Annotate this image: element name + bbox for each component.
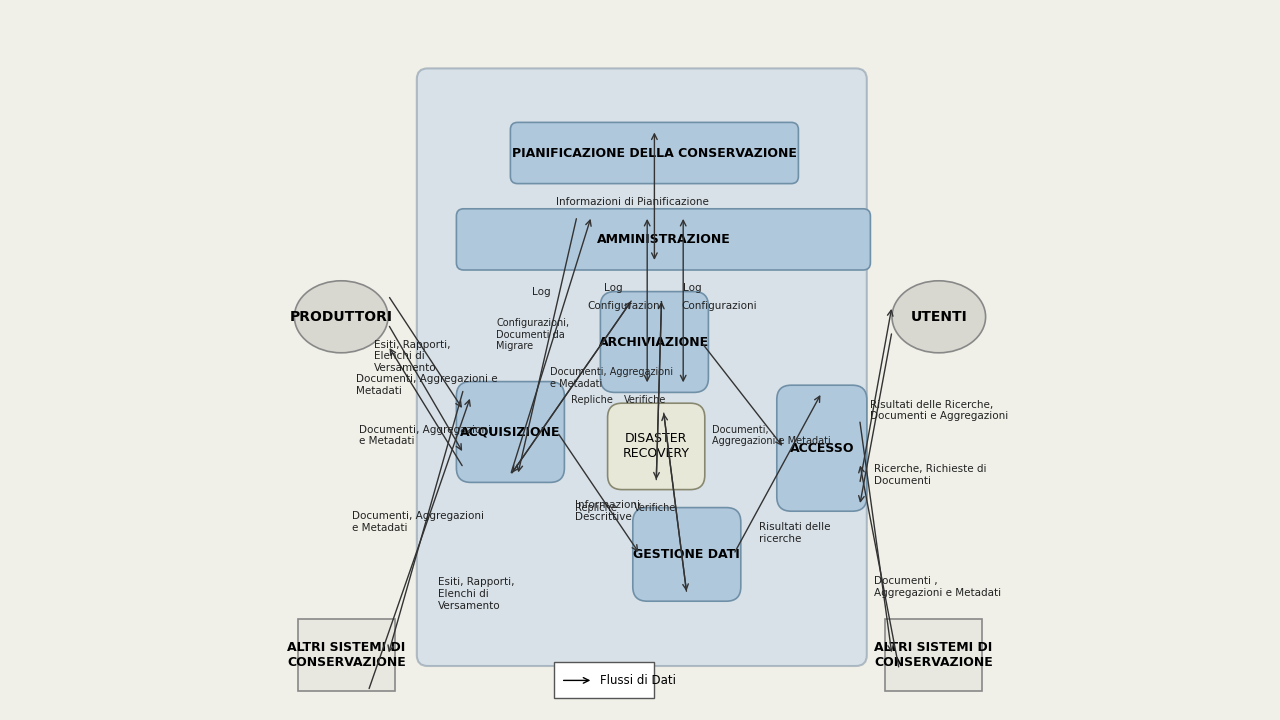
Text: GESTIONE DATI: GESTIONE DATI bbox=[634, 548, 740, 561]
Text: Documenti, Aggregazioni
e Metadati: Documenti, Aggregazioni e Metadati bbox=[550, 367, 673, 389]
Text: PRODUTTORI: PRODUTTORI bbox=[289, 310, 393, 324]
Text: Documenti,
Aggregazioni e Metadati: Documenti, Aggregazioni e Metadati bbox=[712, 425, 831, 446]
FancyBboxPatch shape bbox=[457, 209, 870, 270]
Text: Esiti, Rapporti,
Elenchi di
Versamento: Esiti, Rapporti, Elenchi di Versamento bbox=[374, 340, 451, 373]
FancyBboxPatch shape bbox=[777, 385, 867, 511]
Text: Documenti, Aggregazioni
e Metadati: Documenti, Aggregazioni e Metadati bbox=[352, 511, 484, 533]
Text: Informazioni
Descrittive: Informazioni Descrittive bbox=[575, 500, 640, 522]
FancyBboxPatch shape bbox=[298, 619, 396, 691]
Text: Repliche: Repliche bbox=[571, 395, 613, 405]
Text: ACQUISIZIONE: ACQUISIZIONE bbox=[460, 426, 561, 438]
Text: Log: Log bbox=[604, 283, 623, 293]
Text: Documenti, Aggregazioni
e Metadati: Documenti, Aggregazioni e Metadati bbox=[360, 425, 492, 446]
Text: UTENTI: UTENTI bbox=[910, 310, 968, 324]
Text: Risultati delle
ricerche: Risultati delle ricerche bbox=[759, 522, 831, 544]
Text: ALTRI SISTEMI DI
CONSERVAZIONE: ALTRI SISTEMI DI CONSERVAZIONE bbox=[874, 642, 993, 669]
Text: Configurazioni: Configurazioni bbox=[588, 301, 663, 311]
Text: Flussi di Dati: Flussi di Dati bbox=[600, 674, 676, 687]
Text: PIANIFICAZIONE DELLA CONSERVAZIONE: PIANIFICAZIONE DELLA CONSERVAZIONE bbox=[512, 146, 797, 160]
Text: AMMINISTRAZIONE: AMMINISTRAZIONE bbox=[596, 233, 731, 246]
Text: Documenti ,
Aggregazioni e Metadati: Documenti , Aggregazioni e Metadati bbox=[874, 576, 1001, 598]
Ellipse shape bbox=[294, 281, 388, 353]
FancyBboxPatch shape bbox=[457, 382, 564, 482]
FancyBboxPatch shape bbox=[554, 662, 654, 698]
Text: Verifiche: Verifiche bbox=[625, 395, 667, 405]
Text: Log: Log bbox=[532, 287, 550, 297]
Text: Configurazioni: Configurazioni bbox=[681, 301, 756, 311]
FancyBboxPatch shape bbox=[608, 403, 705, 490]
Text: ACCESSO: ACCESSO bbox=[790, 441, 854, 455]
FancyBboxPatch shape bbox=[600, 292, 708, 392]
Text: ARCHIVIAZIONE: ARCHIVIAZIONE bbox=[599, 336, 709, 348]
Ellipse shape bbox=[892, 281, 986, 353]
Text: Log: Log bbox=[684, 283, 701, 293]
Text: Esiti, Rapporti,
Elenchi di
Versamento: Esiti, Rapporti, Elenchi di Versamento bbox=[439, 577, 515, 611]
Text: Informazioni di Pianificazione: Informazioni di Pianificazione bbox=[557, 197, 709, 207]
Text: Verifiche: Verifiche bbox=[635, 503, 677, 513]
FancyBboxPatch shape bbox=[884, 619, 982, 691]
Text: Documenti, Aggregazioni e
Metadati: Documenti, Aggregazioni e Metadati bbox=[356, 374, 497, 396]
Text: DISASTER
RECOVERY: DISASTER RECOVERY bbox=[622, 433, 690, 460]
Text: Repliche: Repliche bbox=[575, 503, 617, 513]
Text: Risultati delle Ricerche,
Documenti e Aggregazioni: Risultati delle Ricerche, Documenti e Ag… bbox=[870, 400, 1009, 421]
FancyBboxPatch shape bbox=[511, 122, 799, 184]
Text: Configurazioni,
Documenti da
Migrare: Configurazioni, Documenti da Migrare bbox=[497, 318, 570, 351]
FancyBboxPatch shape bbox=[632, 508, 741, 601]
FancyBboxPatch shape bbox=[417, 68, 867, 666]
Text: ALTRI SISTEMI DI
CONSERVAZIONE: ALTRI SISTEMI DI CONSERVAZIONE bbox=[287, 642, 406, 669]
Text: Ricerche, Richieste di
Documenti: Ricerche, Richieste di Documenti bbox=[874, 464, 987, 486]
